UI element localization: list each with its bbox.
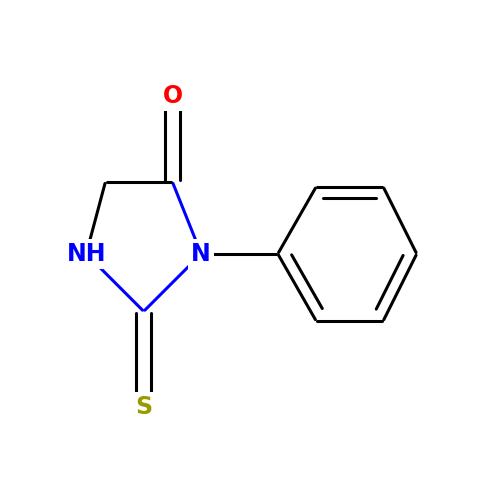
Text: NH: NH: [67, 242, 106, 266]
Text: N: N: [191, 242, 211, 266]
Text: S: S: [135, 395, 152, 419]
Text: O: O: [162, 84, 182, 108]
